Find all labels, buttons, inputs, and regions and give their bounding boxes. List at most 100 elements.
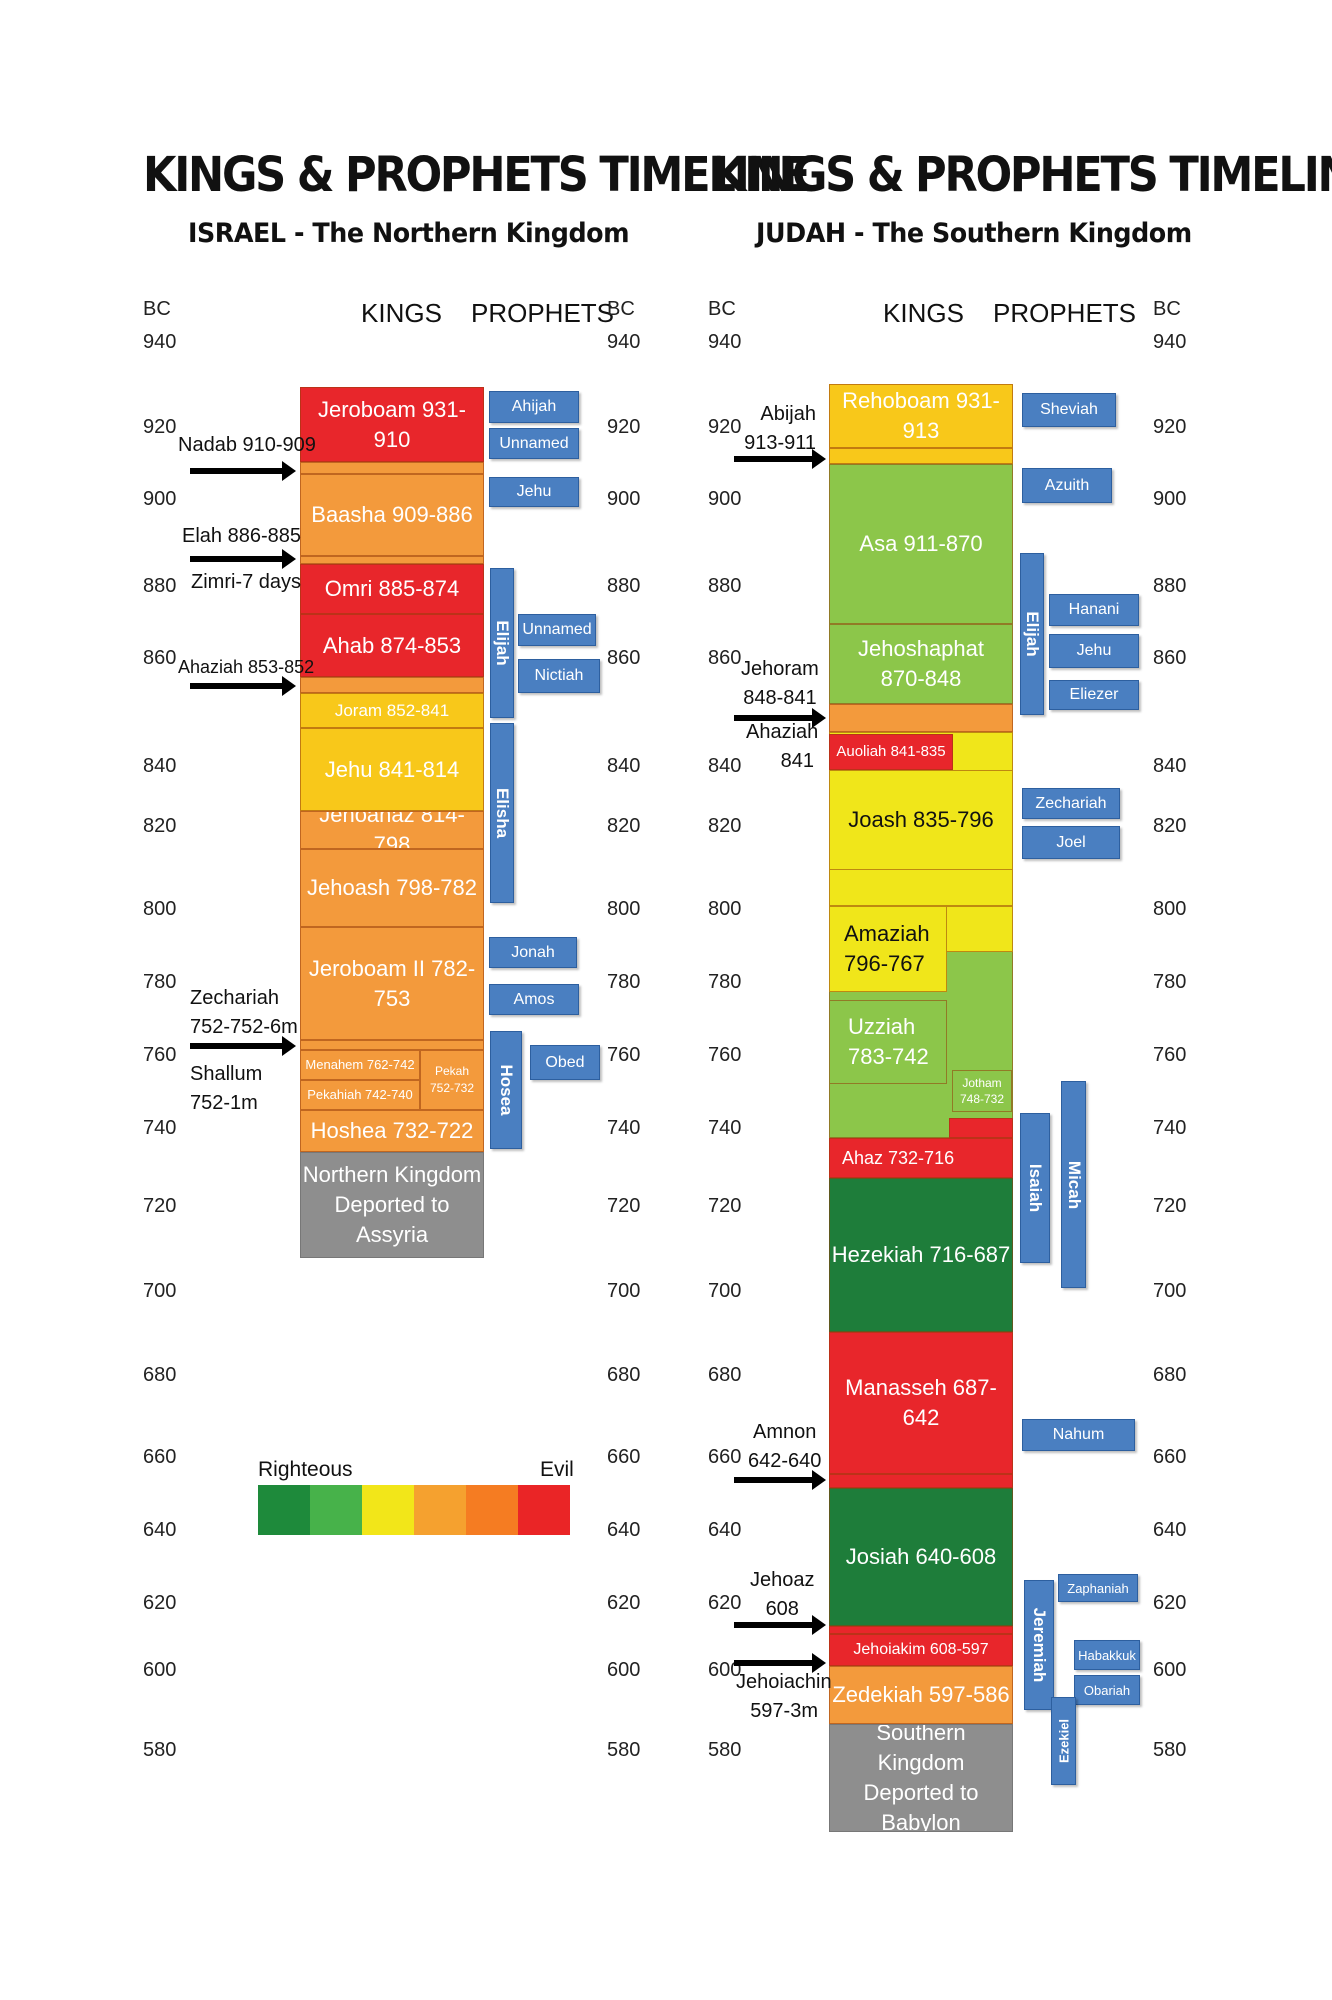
year-tick: 760	[607, 1044, 641, 1066]
year-tick: 800	[607, 898, 641, 920]
king-josiah: Josiah 640-608	[829, 1488, 1013, 1626]
king-jehoshaphat: Jehoshaphat 870-848	[829, 624, 1013, 704]
year-tick: 940	[708, 331, 742, 353]
year-tick: 680	[1153, 1364, 1187, 1386]
year-tick: 700	[143, 1280, 177, 1302]
year-tick: 820	[143, 815, 177, 837]
king-zedekiah: Zedekiah 597-586	[829, 1666, 1013, 1724]
label-jehoaz: Jehoaz 608	[750, 1569, 815, 1620]
year-tick: 580	[607, 1739, 641, 1761]
israel-deportation: Northern Kingdom Deported to Assyria	[300, 1152, 484, 1258]
gap-ahaziah	[300, 677, 484, 693]
year-tick: 660	[708, 1446, 742, 1468]
year-tick: 660	[607, 1446, 641, 1468]
year-tick: 900	[607, 488, 641, 510]
year-tick: 900	[708, 488, 742, 510]
king-hezekiah: Hezekiah 716-687	[829, 1178, 1013, 1332]
prophet-azuith: Azuith	[1022, 468, 1112, 503]
year-tick: 900	[1153, 488, 1187, 510]
judah-bc-right: BC	[1153, 298, 1181, 320]
arrow-jehoram	[734, 708, 826, 728]
year-tick: 860	[708, 647, 742, 669]
prophet-habakkuk: Habakkuk	[1074, 1640, 1140, 1670]
label-abijah: Abijah 913-911	[744, 403, 816, 454]
year-tick: 580	[143, 1739, 177, 1761]
gap-nadab	[300, 462, 484, 474]
prophet-nahum: Nahum	[1022, 1419, 1135, 1451]
king-ahaz: Ahaz 732-716	[829, 1138, 1013, 1178]
label-ahaziah-judah: Ahaziah 841	[746, 721, 819, 772]
king-jotham: Jotham 748-732	[952, 1070, 1012, 1112]
prophet-elisha: Elisha	[490, 723, 514, 903]
prophet-elijah-judah: Elijah	[1020, 553, 1044, 715]
prophet-sheviah: Sheviah	[1022, 393, 1116, 427]
king-jehoiakim: Jehoiakim 608-597	[829, 1634, 1013, 1666]
year-tick: 800	[708, 898, 742, 920]
year-tick: 940	[607, 331, 641, 353]
arrow-elah	[190, 549, 296, 569]
arrow-jehoiachin	[734, 1653, 826, 1673]
arrow-abijah	[734, 449, 826, 469]
prophet-hanani: Hanani	[1049, 594, 1139, 626]
legend-swatch-4	[414, 1485, 466, 1535]
judah-bc-left: BC	[708, 298, 736, 320]
year-tick: 900	[143, 488, 177, 510]
label-zimri: Zimri-7 days	[191, 571, 302, 593]
year-tick: 880	[708, 575, 742, 597]
israel-subtitle: ISRAEL - The Northern Kingdom	[188, 218, 630, 249]
year-tick: 940	[143, 331, 177, 353]
king-amaziah: Amaziah 796-767	[829, 906, 947, 992]
year-tick: 660	[1153, 1446, 1187, 1468]
arrow-jehoaz	[734, 1615, 826, 1635]
label-nadab: Nadab 910-909	[178, 434, 316, 456]
year-tick: 780	[1153, 971, 1187, 993]
year-tick: 920	[708, 416, 742, 438]
label-zechariah: Zechariah 752-752-6m	[190, 987, 298, 1038]
prophet-amos: Amos	[489, 984, 579, 1015]
prophet-elijah: Elijah	[490, 568, 514, 718]
year-tick: 720	[708, 1195, 742, 1217]
arrow-zechariah	[190, 1036, 296, 1056]
year-tick: 860	[143, 647, 177, 669]
year-tick: 740	[607, 1117, 641, 1139]
judah-subtitle: JUDAH - The Southern Kingdom	[756, 218, 1192, 249]
year-tick: 940	[1153, 331, 1187, 353]
year-tick: 880	[143, 575, 177, 597]
year-tick: 840	[708, 755, 742, 777]
prophet-obed: Obed	[530, 1045, 600, 1080]
year-tick: 700	[607, 1280, 641, 1302]
prophet-jonah: Jonah	[489, 937, 577, 968]
year-tick: 720	[143, 1195, 177, 1217]
prophet-eliezer: Eliezer	[1049, 680, 1139, 710]
prophet-jehu-judah: Jehu	[1049, 634, 1139, 668]
prophet-zechariah-judah: Zechariah	[1022, 788, 1120, 819]
arrow-ahaziah	[190, 676, 296, 696]
gap-jehoaz	[829, 1626, 1013, 1634]
prophet-obariah: Obariah	[1074, 1675, 1140, 1705]
prophet-nictiah: Nictiah	[518, 659, 600, 693]
king-athaliah: Auoliah 841-835	[829, 734, 953, 770]
judah-prophets-header: PROPHETS	[993, 298, 1137, 328]
year-tick: 760	[143, 1044, 177, 1066]
year-tick: 700	[708, 1280, 742, 1302]
king-menahem: Menahem 762-742	[300, 1050, 420, 1080]
year-tick: 800	[1153, 898, 1187, 920]
year-tick: 760	[1153, 1044, 1187, 1066]
year-tick: 860	[1153, 647, 1187, 669]
prophet-jehu: Jehu	[489, 477, 579, 507]
year-tick: 720	[607, 1195, 641, 1217]
king-pekah: Pekah 752-732	[420, 1050, 484, 1110]
ahaz-notch	[949, 1118, 1013, 1138]
prophet-micah: Micah	[1061, 1081, 1086, 1288]
israel-bc-right: BC	[607, 298, 635, 320]
king-ahab: Ahab 874-853	[300, 614, 484, 677]
label-ahaziah: Ahaziah 853-852	[178, 657, 315, 677]
year-tick: 600	[708, 1659, 742, 1681]
year-tick: 740	[708, 1117, 742, 1139]
king-jeroboam: Jeroboam 931-910	[300, 387, 484, 462]
legend-swatch-5	[466, 1485, 518, 1535]
king-hoshea: Hoshea 732-722	[300, 1110, 484, 1152]
year-tick: 620	[708, 1592, 742, 1614]
gap-jehoram	[829, 704, 1013, 732]
gap-amnon	[829, 1474, 1013, 1488]
